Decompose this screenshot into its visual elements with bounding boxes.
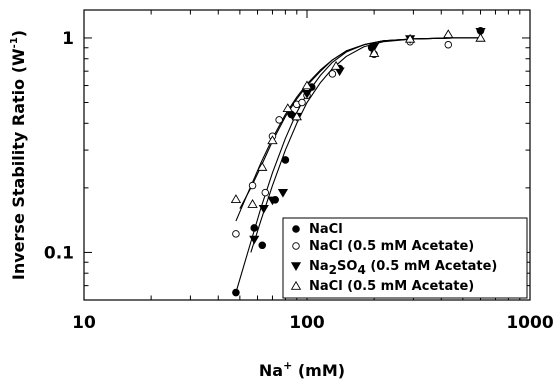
- data-point-s3-0: [230, 194, 242, 203]
- data-point-s3-7: [330, 60, 342, 70]
- data-points: [230, 26, 486, 297]
- legend-marker-1: [292, 242, 300, 250]
- x-axis-title: Na+ (mM): [259, 359, 345, 380]
- data-point-s2-2: [267, 196, 278, 206]
- legend-label-3: NaCl (0.5 mM Acetate): [309, 279, 474, 294]
- data-point-s2-1: [258, 204, 269, 214]
- data-point-s3-5: [291, 111, 302, 121]
- legend-box: [282, 217, 528, 299]
- data-point-s1-1: [248, 181, 257, 190]
- x-tick-label-10: 10: [72, 313, 96, 333]
- data-point-s3-8: [368, 48, 380, 57]
- data-point-s2-5: [301, 89, 313, 99]
- x-axis-title-unit: (mM): [292, 361, 345, 380]
- data-point-s2-7: [369, 43, 380, 52]
- data-point-s0-1: [250, 224, 259, 232]
- legend-marker-0: [292, 225, 300, 233]
- data-point-s1-11: [444, 40, 453, 49]
- y-tick-label-1: 1: [62, 29, 74, 49]
- legend-label-2: Na2SO4 (0.5 mM Acetate): [309, 259, 497, 277]
- legend-label-1-part-0: NaCl (0.5 mM Acetate): [309, 239, 474, 254]
- data-point-s3-10: [443, 29, 454, 39]
- data-point-s0-2: [258, 241, 267, 250]
- legend-marker-3: [290, 280, 302, 290]
- y-axis-title: Inverse Stability Ratio (W-1): [9, 30, 28, 280]
- data-point-s2-9: [475, 27, 486, 37]
- y-axis-title-end: ): [9, 30, 28, 37]
- fit-curve-3: [239, 37, 481, 209]
- data-point-s3-1: [247, 199, 258, 208]
- fit-curves: [235, 37, 481, 293]
- data-point-s1-2: [261, 188, 270, 197]
- data-point-s1-0: [232, 230, 240, 238]
- fit-curve-1: [235, 37, 481, 222]
- legend-label-2-part-3: 4: [357, 263, 365, 277]
- data-point-s3-11: [475, 32, 486, 42]
- legend-label-2-part-0: Na: [309, 259, 329, 274]
- legend-marker-2: [290, 262, 302, 271]
- data-point-s3-4: [282, 103, 293, 113]
- x-tick-label-1000: 1000: [506, 313, 553, 333]
- legend-label-3-part-0: NaCl (0.5 mM Acetate): [309, 279, 474, 294]
- data-point-s1-8: [328, 70, 337, 78]
- data-point-s3-3: [267, 135, 278, 145]
- x-axis-title-main: Na: [259, 361, 283, 380]
- data-point-s3-2: [257, 162, 268, 171]
- y-axis-title-main: Inverse Stability Ratio (W: [9, 48, 28, 280]
- data-point-s0-4: [281, 156, 290, 164]
- data-point-s0-0: [232, 288, 240, 297]
- data-point-s3-6: [301, 80, 313, 90]
- data-point-s1-6: [298, 98, 306, 107]
- y-tick-label-0.1: 0.1: [44, 243, 74, 263]
- legend-label-0-part-0: NaCl: [309, 222, 343, 237]
- data-point-s3-9: [404, 33, 416, 43]
- data-point-s2-3: [277, 188, 289, 198]
- legend-label-0: NaCl: [309, 222, 343, 237]
- legend-label-1: NaCl (0.5 mM Acetate): [309, 239, 474, 254]
- x-axis-title-sup: +: [283, 359, 292, 372]
- legend-label-2-part-4: (0.5 mM Acetate): [366, 259, 498, 274]
- x-tick-label-100: 100: [289, 313, 325, 333]
- legend: NaCl NaCl (0.5 mM Acetate) Na2SO4 (0.5 mM …: [282, 217, 528, 299]
- data-point-s2-0: [249, 235, 260, 245]
- y-axis-title-sup: -1: [9, 37, 20, 48]
- data-point-s1-4: [275, 116, 283, 124]
- legend-label-2-part-2: SO: [337, 259, 357, 274]
- legend-label-2-part-1: 2: [329, 263, 337, 277]
